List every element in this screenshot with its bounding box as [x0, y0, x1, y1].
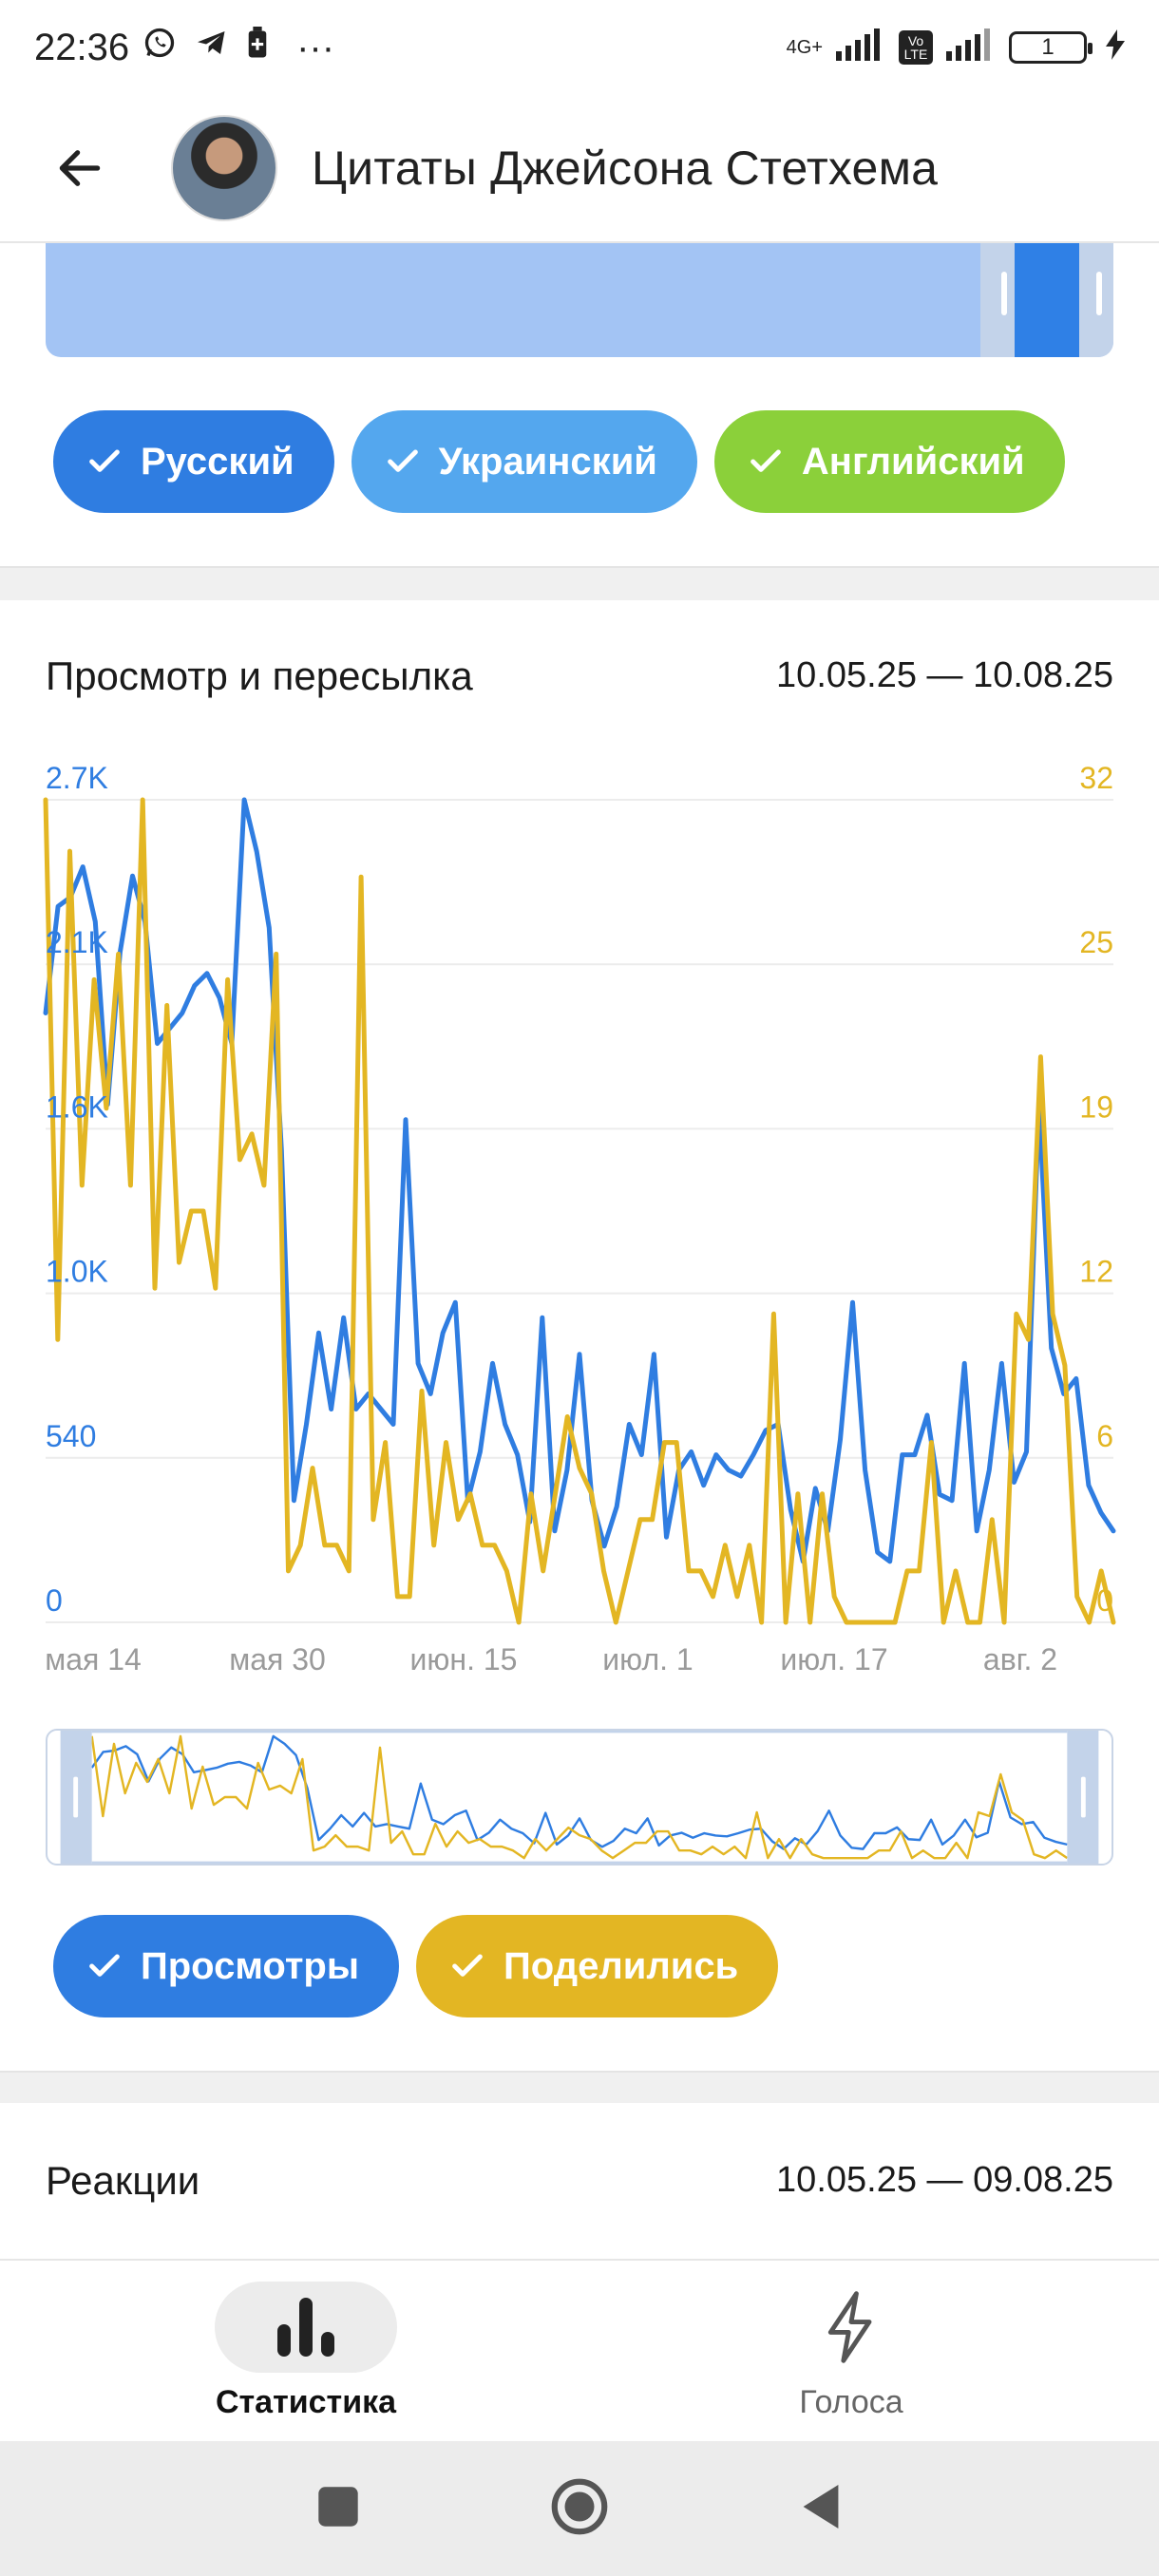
- check-icon: [452, 1954, 483, 1977]
- range-selection[interactable]: [1015, 243, 1079, 357]
- x-tick-label: июл. 1: [602, 1642, 693, 1672]
- status-bar: 22:36 ··· 4G+ Vo LTE 1: [0, 0, 1159, 95]
- views-shares-chart[interactable]: 0 540 1.0K 1.6K 2.1K 2.7K 0 6 12 19 25 32 мая 14 мая …: [0, 741, 1159, 1672]
- battery-saver-icon: [247, 27, 268, 68]
- battery-level: 1: [1041, 34, 1054, 60]
- minimap-grip-left: [73, 1776, 79, 1818]
- charging-icon: [1106, 29, 1125, 66]
- chip-english[interactable]: Английский: [713, 410, 1065, 513]
- series-line-shares: [43, 797, 1116, 1625]
- y-right-tick-label: 25: [1079, 925, 1113, 959]
- y-left-tick-label: 0: [46, 1583, 63, 1618]
- minimap-series-views: [90, 1734, 1068, 1850]
- chip-ukrainian[interactable]: Украинский: [351, 410, 697, 513]
- y-right-tick-label: 12: [1079, 1255, 1113, 1289]
- network-type: 4G+: [786, 36, 823, 58]
- y-left-tick-label: 1.0K: [46, 1255, 108, 1289]
- range-handle-right[interactable]: [1096, 272, 1102, 315]
- lightning-icon: [827, 2291, 872, 2363]
- minimap-grip-right: [1080, 1776, 1086, 1818]
- y-right-tick-label: 19: [1079, 1089, 1113, 1124]
- chip-label: Украинский: [438, 440, 657, 483]
- nav-votes-label: Голоса: [799, 2384, 903, 2420]
- y-left-tick-label: 540: [46, 1419, 96, 1453]
- nav-votes-pill: [760, 2282, 942, 2373]
- bar-chart-icon: [277, 2298, 334, 2357]
- system-navigation-bar: [0, 2441, 1159, 2576]
- x-tick-label: мая 30: [229, 1642, 326, 1672]
- series-line-views: [43, 797, 1116, 1564]
- chip-label: Английский: [801, 440, 1025, 483]
- recent-apps-icon[interactable]: [316, 2485, 360, 2533]
- app-header: Цитаты Джейсона Стетхема: [0, 95, 1159, 243]
- views-section-title: Просмотр и пересылка: [46, 653, 473, 698]
- channel-avatar[interactable]: [171, 115, 277, 221]
- views-chart-range-selector[interactable]: [46, 1729, 1113, 1866]
- check-icon: [89, 449, 120, 472]
- chip-shares[interactable]: Поделились: [416, 1915, 779, 2017]
- y-left-tick-label: 1.6K: [46, 1089, 108, 1124]
- y-right-tick-label: 0: [1096, 1583, 1113, 1618]
- x-tick-label: июл. 17: [780, 1642, 887, 1672]
- language-chart-range-selector[interactable]: [46, 243, 1113, 357]
- battery-icon: 1: [1009, 31, 1092, 64]
- x-tick-label: мая 14: [45, 1642, 142, 1672]
- y-right-tick-label: 32: [1079, 761, 1113, 795]
- range-handle-left[interactable]: [1001, 272, 1007, 315]
- reactions-section-title: Реакции: [46, 2158, 200, 2203]
- signal-2-icon: [946, 28, 996, 66]
- views-date-range[interactable]: 10.05.25 — 10.08.25: [776, 655, 1113, 695]
- nav-active-pill: [215, 2282, 397, 2373]
- chip-label: Поделились: [504, 1944, 739, 1987]
- nav-statistics-label: Статистика: [215, 2384, 397, 2420]
- language-filter-chips: Русский Украинский Английский: [53, 410, 1065, 513]
- volte-badge: Vo LTE: [899, 30, 933, 65]
- chip-russian[interactable]: Русский: [53, 410, 334, 513]
- channel-title: Цитаты Джейсона Стетхема: [312, 142, 939, 195]
- chip-label: Просмотры: [141, 1944, 360, 1987]
- more-notifications-icon: ···: [296, 26, 335, 68]
- check-icon: [750, 449, 781, 472]
- nav-votes[interactable]: Голоса: [709, 2282, 994, 2421]
- bottom-navigation: Статистика Голоса: [0, 2259, 1159, 2441]
- arrow-left-icon: [59, 150, 101, 186]
- check-icon: [387, 449, 418, 472]
- y-right-tick-label: 6: [1096, 1419, 1113, 1453]
- section-divider: [0, 566, 1159, 600]
- home-icon[interactable]: [550, 2477, 609, 2541]
- signal-icon: [836, 28, 885, 66]
- reactions-date-range[interactable]: 10.05.25 — 09.08.25: [776, 2160, 1113, 2200]
- back-nav-icon[interactable]: [799, 2482, 843, 2536]
- series-toggle-chips: Просмотры Поделились: [53, 1915, 779, 2017]
- chip-label: Русский: [141, 440, 294, 483]
- minimap-series-shares: [90, 1734, 1069, 1860]
- whatsapp-icon: [142, 26, 177, 69]
- y-left-tick-label: 2.7K: [46, 761, 108, 795]
- back-button[interactable]: [42, 130, 118, 206]
- telegram-icon: [194, 26, 230, 69]
- check-icon: [89, 1954, 120, 1977]
- x-tick-label: июн. 15: [410, 1642, 518, 1672]
- nav-statistics[interactable]: Статистика: [163, 2282, 448, 2421]
- y-left-tick-label: 2.1K: [46, 925, 108, 959]
- status-time: 22:36: [34, 26, 130, 68]
- chip-views[interactable]: Просмотры: [53, 1915, 400, 2017]
- section-divider: [0, 2071, 1159, 2103]
- x-tick-label: авг. 2: [983, 1642, 1057, 1672]
